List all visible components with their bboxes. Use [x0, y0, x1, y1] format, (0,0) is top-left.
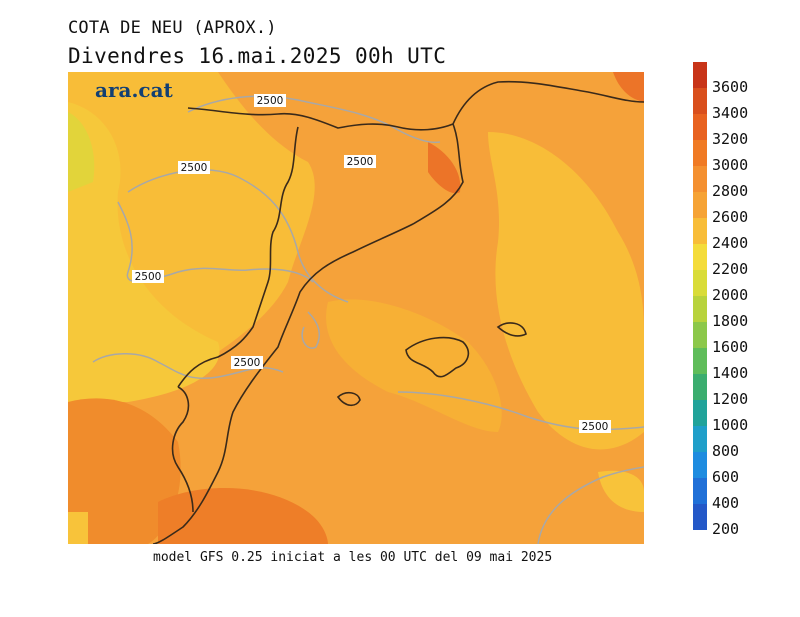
colorbar-tick-label: 400: [712, 494, 740, 512]
contour-label: 2500: [257, 95, 284, 107]
contour-label: 2500: [135, 271, 162, 283]
yellow-patch: [68, 512, 88, 544]
colorbar-swatch: [693, 114, 707, 140]
island-ibiza: [336, 391, 361, 407]
map-title: COTA DE NEU (APROX.): [68, 18, 277, 38]
contour-label-bg: [254, 94, 286, 107]
coastline-borders: [152, 80, 644, 544]
contour-label: 2500: [181, 162, 208, 174]
colorbar-swatch: [693, 140, 707, 166]
colorbar-tick-label: 1200: [712, 390, 749, 408]
contour-label-bg: [579, 420, 611, 433]
colorbar-tick-label: 2400: [712, 234, 749, 252]
contour-label-bg: [178, 161, 210, 174]
colorbar-tick-label: 1600: [712, 338, 749, 356]
colorbar-tick-label: 3200: [712, 130, 749, 148]
colorbar-swatch: [693, 244, 707, 270]
colorbar-tick-label: 1000: [712, 416, 749, 434]
island-mallorca: [405, 336, 470, 378]
model-run-footer: model GFS 0.25 iniciat a les 00 UTC del …: [153, 550, 553, 565]
colorbar-swatch: [693, 400, 707, 426]
colorbar-swatch: [693, 322, 707, 348]
colorbar-tick-label: 200: [712, 520, 740, 538]
yellow-region: [488, 132, 644, 450]
colorbar-swatch: [693, 478, 707, 504]
island-menorca: [496, 322, 527, 337]
colorbar-tick-label: 2200: [712, 260, 749, 278]
colorbar-swatch: [693, 88, 707, 114]
colorbar-swatch: [693, 504, 707, 530]
colorbar-swatch: [693, 218, 707, 244]
colorbar-tick-label: 3400: [712, 104, 749, 122]
colorbar: [693, 62, 707, 530]
snow-level-map: 2500 2500 2500 2500 2500 2500: [68, 72, 644, 544]
contour-label: 2500: [347, 156, 374, 168]
colorbar-swatch: [693, 62, 707, 88]
ara-cat-logo: ara.cat: [95, 78, 173, 102]
contour-label-bg: [344, 155, 376, 168]
colorbar-tick-label: 1400: [712, 364, 749, 382]
dark-orange-spot: [613, 72, 644, 102]
light-orange-band: [326, 299, 502, 432]
contour-label-bg: [132, 270, 164, 283]
colorbar-tick-label: 3000: [712, 156, 749, 174]
dark-orange-region: [68, 398, 181, 544]
yellow-patch: [598, 470, 644, 512]
green-yellow-patch: [68, 112, 95, 192]
colorbar-swatch: [693, 426, 707, 452]
colorbar-swatch: [693, 296, 707, 322]
contour-label-bg: [231, 356, 263, 369]
colorbar-swatch: [693, 192, 707, 218]
colorbar-tick-label: 2800: [712, 182, 749, 200]
colorbar-tick-label: 600: [712, 468, 740, 486]
colorbar-tick-label: 2600: [712, 208, 749, 226]
colorbar-tick-label: 3600: [712, 78, 749, 96]
colorbar-swatch: [693, 270, 707, 296]
map-canvas: 2500 2500 2500 2500 2500 2500: [68, 72, 644, 544]
colorbar-swatch: [693, 374, 707, 400]
dark-orange-spot: [428, 142, 461, 194]
dark-orange-region: [158, 488, 328, 544]
colorbar-tick-label: 2000: [712, 286, 749, 304]
colorbar-swatch: [693, 452, 707, 478]
colorbar-tick-label: 800: [712, 442, 740, 460]
map-subtitle: Divendres 16.mai.2025 00h UTC: [68, 44, 447, 68]
yellow-region: [68, 102, 220, 402]
contour-label: 2500: [582, 421, 609, 433]
contour-label: 2500: [234, 357, 261, 369]
colorbar-swatch: [693, 348, 707, 374]
colorbar-tick-label: 1800: [712, 312, 749, 330]
colorbar-swatch: [693, 166, 707, 192]
